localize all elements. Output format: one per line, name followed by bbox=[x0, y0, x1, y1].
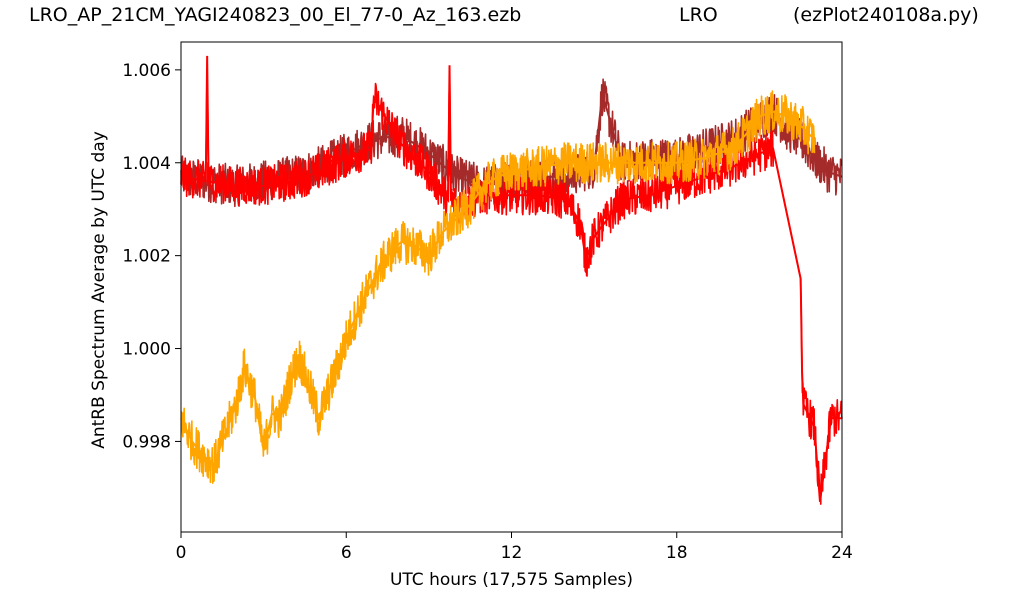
chart-header-filename: LRO_AP_21CM_YAGI240823_00_El_77-0_Az_163… bbox=[29, 4, 522, 26]
y-tick-label: 1.004 bbox=[122, 154, 171, 174]
y-axis-label: AntRB Spectrum Average by UTC day bbox=[89, 131, 109, 449]
x-tick-label: 24 bbox=[831, 543, 853, 563]
x-tick-label: 0 bbox=[176, 543, 187, 563]
x-tick-label: 18 bbox=[666, 543, 688, 563]
series-trend-2 bbox=[180, 55, 842, 502]
x-tick-label: 12 bbox=[501, 543, 523, 563]
series-layer bbox=[180, 55, 843, 505]
y-axis: 0.998 1.000 1.002 1.004 1.006 bbox=[122, 61, 181, 452]
y-tick-label: 1.002 bbox=[122, 247, 171, 267]
chart-header-station: LRO bbox=[679, 4, 718, 26]
x-axis-label: UTC hours (17,575 Samples) bbox=[390, 570, 633, 590]
x-tick-label: 6 bbox=[341, 543, 352, 563]
y-tick-label: 1.006 bbox=[122, 61, 171, 81]
series-line-3 bbox=[180, 90, 816, 484]
y-tick-label: 1.000 bbox=[122, 340, 171, 360]
x-axis: 0 6 12 18 24 bbox=[176, 532, 853, 563]
plot-frame bbox=[180, 41, 843, 533]
chart-header-script: (ezPlot240108a.py) bbox=[793, 4, 979, 26]
series-trend-3 bbox=[180, 110, 816, 467]
y-tick-label: 0.998 bbox=[122, 432, 171, 452]
